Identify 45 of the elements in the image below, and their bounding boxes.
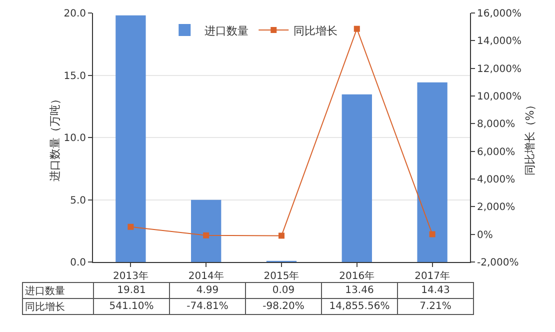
bar bbox=[191, 200, 222, 262]
y-tick-label: 20.0 bbox=[64, 8, 86, 20]
text: 同比增长 bbox=[25, 302, 65, 312]
point bbox=[429, 231, 436, 238]
x-tick-label: 2016年 bbox=[339, 270, 375, 282]
y-tick-label: 0.0 bbox=[70, 258, 86, 268]
point bbox=[278, 232, 284, 239]
y2-tick-label: 12,000% bbox=[477, 64, 522, 75]
point bbox=[203, 232, 210, 238]
x-tick-label: 2014年 bbox=[188, 270, 224, 282]
y2-tick-label: -2,000% bbox=[477, 258, 519, 268]
y2-tick-label: 2,000% bbox=[477, 202, 516, 214]
point bbox=[354, 26, 360, 32]
bar bbox=[342, 94, 372, 262]
y-tick-label: 5.0 bbox=[70, 195, 86, 206]
bar bbox=[116, 15, 146, 262]
y2-tick-label: 8,000% bbox=[477, 119, 516, 130]
data-label: 541.10% bbox=[94, 298, 170, 314]
y-axis-title: 进口数量（万吨） bbox=[48, 94, 62, 182]
data-label: 19.81 bbox=[94, 282, 170, 298]
y2-tick-label: 14,000% bbox=[477, 36, 522, 48]
data-label: -98.20% bbox=[246, 298, 322, 314]
data-label: 14,855.56% bbox=[322, 298, 398, 314]
y2-tick-label: 6,000% bbox=[477, 146, 516, 158]
x-tick-label: 2013年 bbox=[112, 270, 148, 282]
y2-tick-label: 4,000% bbox=[477, 174, 516, 186]
y-tick-label: 10.0 bbox=[64, 133, 86, 144]
text: 进口数量 bbox=[25, 286, 65, 296]
data-label: 13.46 bbox=[322, 282, 398, 298]
data-label: 7.21% bbox=[398, 298, 474, 314]
y2-tick-label: 0% bbox=[477, 230, 493, 241]
data-label: 4.99 bbox=[170, 282, 246, 298]
legend-label: 进口数量 bbox=[204, 24, 249, 38]
data-label: -74.81% bbox=[170, 298, 246, 314]
legend-label: 同比增长 bbox=[294, 24, 338, 38]
data-label: 0.09 bbox=[246, 282, 322, 298]
data-label: 14.43 bbox=[398, 282, 474, 298]
x-tick-label: 2017年 bbox=[414, 270, 450, 282]
y2-axis-title: 同比增长（%） bbox=[524, 99, 536, 176]
point bbox=[128, 224, 134, 230]
x-tick-label: 2015年 bbox=[264, 270, 300, 282]
y-tick-label: 15.0 bbox=[64, 70, 86, 82]
y2-tick-label: 16,000% bbox=[477, 8, 522, 20]
bar bbox=[417, 82, 448, 262]
y2-tick-label: 10,000% bbox=[477, 92, 522, 102]
